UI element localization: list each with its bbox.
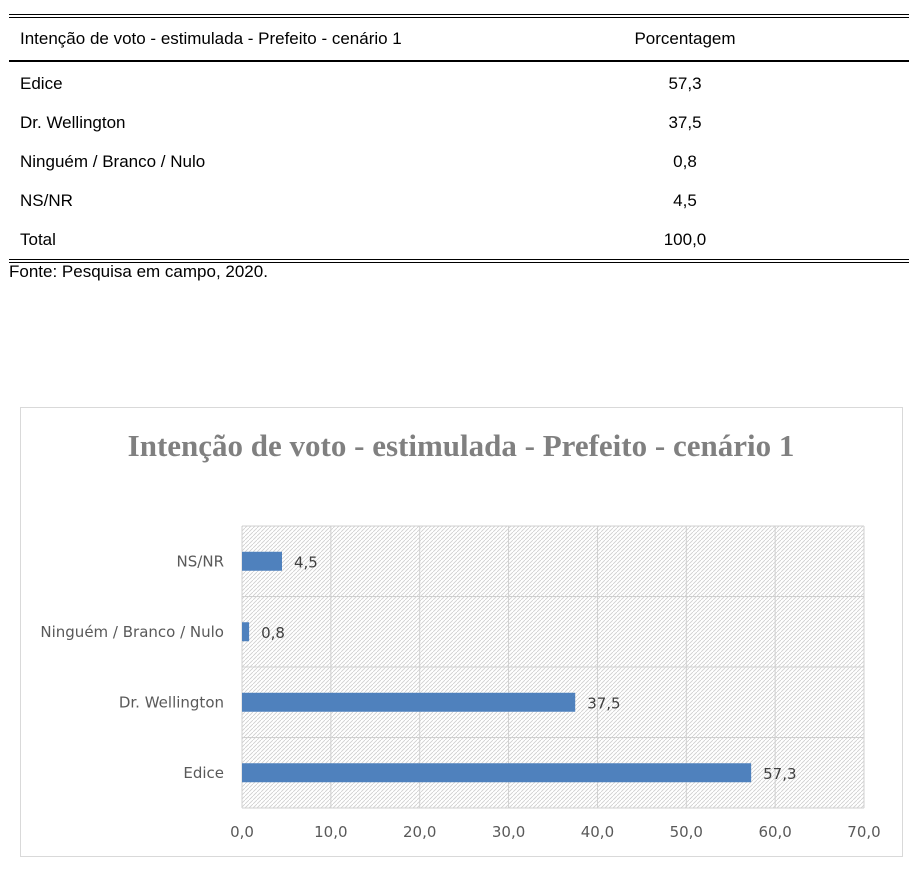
table-row: NS/NR 4,5: [9, 181, 909, 220]
row-label: Ninguém / Branco / Nulo: [20, 151, 206, 171]
x-tick-label: 30,0: [492, 823, 525, 841]
category-label: NS/NR: [177, 552, 224, 570]
data-label: 57,3: [763, 765, 796, 783]
table-source-note: Fonte: Pesquisa em campo, 2020.: [9, 262, 268, 281]
row-label: NS/NR: [20, 190, 73, 210]
x-tick-label: 70,0: [847, 823, 880, 841]
table-row: Ninguém / Branco / Nulo 0,8: [9, 142, 909, 181]
header-category: Intenção de voto - estimulada - Prefeito…: [20, 29, 402, 48]
x-tick-label: 40,0: [581, 823, 614, 841]
row-label: Edice: [20, 73, 63, 93]
table-body: Edice 57,3 Dr. Wellington 37,5 Ninguém /…: [9, 62, 909, 259]
results-table: Intenção de voto - estimulada - Prefeito…: [9, 14, 909, 263]
table-header-row: Intenção de voto - estimulada - Prefeito…: [9, 18, 909, 60]
row-label: Total: [20, 229, 56, 249]
header-value: Porcentagem: [634, 29, 736, 48]
bar: [242, 692, 576, 712]
table-row: Edice 57,3: [9, 64, 909, 103]
chart-plot: 0,0 10,0 20,0 30,0 40,0 50,0 60,0 70,0 NS/NR 4,5 N…: [40, 525, 881, 841]
category-label: Edice: [183, 764, 224, 782]
bar: [242, 551, 282, 571]
row-value: 37,5: [668, 112, 702, 132]
x-tick-label: 20,0: [403, 823, 436, 841]
x-tick-label: 10,0: [314, 823, 347, 841]
data-label: 4,5: [294, 553, 318, 571]
row-value: 100,0: [663, 229, 707, 249]
table-row: Total 100,0: [9, 220, 909, 259]
bar: [242, 622, 250, 642]
row-value: 57,3: [668, 73, 702, 93]
row-value: 4,5: [673, 190, 697, 210]
data-label: 37,5: [587, 694, 620, 712]
table-top-rule: [9, 14, 909, 18]
x-tick-label: 0,0: [230, 823, 254, 841]
x-tick-label: 50,0: [670, 823, 703, 841]
chart-title: Intenção de voto - estimulada - Prefeito…: [127, 428, 795, 463]
x-tick-label: 60,0: [758, 823, 791, 841]
bar-chart: Intenção de voto - estimulada - Prefeito…: [20, 407, 903, 857]
table-bottom-rule: [9, 259, 909, 263]
table-row: Dr. Wellington 37,5: [9, 103, 909, 142]
row-label: Dr. Wellington: [20, 112, 126, 132]
bar: [242, 763, 752, 783]
row-value: 0,8: [673, 151, 697, 171]
data-label: 0,8: [261, 624, 285, 642]
table-header-rule: [9, 60, 909, 62]
category-label: Ninguém / Branco / Nulo: [40, 623, 224, 641]
category-label: Dr. Wellington: [119, 693, 224, 711]
